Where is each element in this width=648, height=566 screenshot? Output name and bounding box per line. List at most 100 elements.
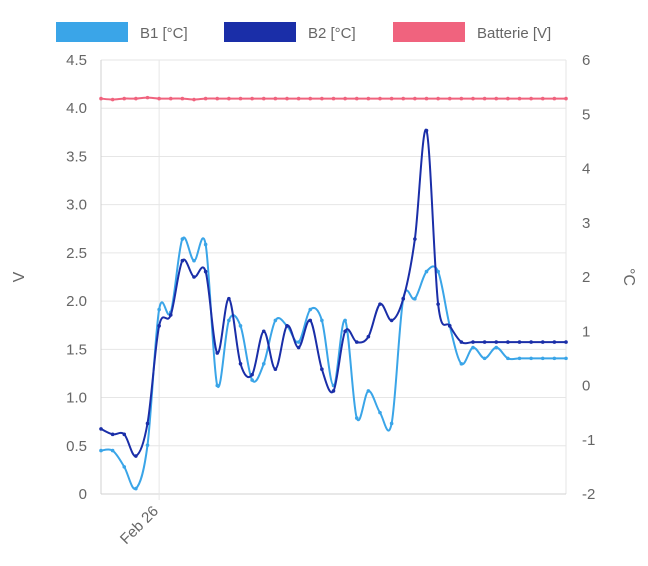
- data-point[interactable]: [413, 237, 417, 241]
- data-point[interactable]: [564, 356, 568, 361]
- data-point[interactable]: [308, 318, 313, 323]
- data-point[interactable]: [331, 389, 336, 393]
- data-point[interactable]: [285, 96, 289, 101]
- data-point[interactable]: [145, 421, 150, 426]
- data-point[interactable]: [320, 96, 324, 101]
- data-point[interactable]: [203, 269, 208, 274]
- data-point[interactable]: [378, 410, 382, 415]
- data-point[interactable]: [517, 340, 522, 344]
- data-point[interactable]: [238, 96, 243, 101]
- data-point[interactable]: [459, 96, 464, 101]
- data-point[interactable]: [331, 96, 336, 101]
- data-point[interactable]: [506, 356, 510, 361]
- legend-item[interactable]: Batterie [V]: [393, 22, 551, 42]
- data-point[interactable]: [529, 96, 533, 101]
- data-point[interactable]: [227, 296, 231, 301]
- data-point[interactable]: [517, 356, 522, 361]
- data-point[interactable]: [250, 378, 254, 382]
- legend-item[interactable]: B1 [°C]: [56, 22, 188, 42]
- data-point[interactable]: [436, 96, 440, 101]
- data-point[interactable]: [459, 340, 464, 344]
- data-point[interactable]: [354, 340, 359, 344]
- data-point[interactable]: [413, 296, 417, 301]
- data-point[interactable]: [482, 356, 487, 361]
- data-point[interactable]: [180, 96, 185, 101]
- data-point[interactable]: [110, 432, 115, 437]
- data-point[interactable]: [471, 340, 475, 344]
- data-point[interactable]: [122, 96, 127, 101]
- data-point[interactable]: [308, 96, 313, 101]
- data-point[interactable]: [134, 454, 138, 458]
- data-point[interactable]: [354, 96, 359, 101]
- data-point[interactable]: [273, 367, 278, 372]
- data-point[interactable]: [564, 340, 568, 344]
- data-point[interactable]: [447, 96, 452, 101]
- data-point[interactable]: [401, 296, 406, 301]
- data-point[interactable]: [320, 318, 324, 323]
- data-point[interactable]: [401, 96, 406, 101]
- data-point[interactable]: [227, 318, 231, 323]
- data-point[interactable]: [540, 96, 545, 101]
- data-point[interactable]: [424, 269, 429, 274]
- data-point[interactable]: [552, 356, 557, 361]
- data-point[interactable]: [343, 329, 347, 334]
- data-point[interactable]: [110, 448, 115, 453]
- data-point[interactable]: [261, 96, 266, 101]
- data-point[interactable]: [540, 340, 545, 344]
- data-point[interactable]: [494, 340, 499, 344]
- data-point[interactable]: [540, 356, 545, 361]
- data-point[interactable]: [215, 383, 220, 388]
- data-point[interactable]: [494, 96, 499, 101]
- data-point[interactable]: [180, 258, 185, 263]
- data-point[interactable]: [238, 324, 243, 328]
- data-point[interactable]: [192, 258, 196, 263]
- data-point[interactable]: [506, 340, 510, 344]
- data-point[interactable]: [215, 351, 220, 355]
- data-point[interactable]: [145, 95, 150, 100]
- data-point[interactable]: [378, 302, 382, 306]
- data-point[interactable]: [354, 416, 359, 420]
- data-point[interactable]: [134, 96, 138, 101]
- data-point[interactable]: [482, 96, 487, 101]
- data-point[interactable]: [389, 421, 394, 426]
- data-point[interactable]: [99, 427, 103, 431]
- legend-item[interactable]: B2 [°C]: [224, 22, 356, 42]
- data-point[interactable]: [157, 324, 161, 328]
- data-point[interactable]: [552, 340, 557, 344]
- data-point[interactable]: [308, 307, 313, 312]
- data-point[interactable]: [517, 96, 522, 101]
- data-point[interactable]: [296, 345, 301, 350]
- data-point[interactable]: [378, 96, 382, 101]
- legend[interactable]: B1 [°C] B2 [°C] Batterie [V]: [56, 22, 551, 42]
- data-point[interactable]: [273, 96, 278, 101]
- data-point[interactable]: [192, 275, 196, 279]
- data-point[interactable]: [296, 340, 301, 344]
- data-point[interactable]: [366, 389, 371, 393]
- data-point[interactable]: [168, 313, 173, 317]
- data-point[interactable]: [366, 334, 371, 339]
- data-point[interactable]: [261, 362, 266, 366]
- data-point[interactable]: [168, 96, 173, 101]
- data-point[interactable]: [366, 96, 371, 101]
- data-point[interactable]: [436, 269, 440, 274]
- data-point[interactable]: [471, 345, 475, 350]
- data-point[interactable]: [296, 96, 301, 101]
- data-point[interactable]: [320, 367, 324, 372]
- data-point[interactable]: [227, 96, 231, 101]
- data-point[interactable]: [529, 340, 533, 344]
- data-point[interactable]: [215, 96, 220, 101]
- data-point[interactable]: [99, 96, 103, 101]
- data-point[interactable]: [261, 329, 266, 334]
- data-point[interactable]: [250, 96, 254, 101]
- data-point[interactable]: [157, 307, 161, 312]
- data-point[interactable]: [552, 96, 557, 101]
- data-point[interactable]: [134, 486, 138, 491]
- data-point[interactable]: [157, 96, 161, 101]
- data-point[interactable]: [99, 448, 103, 453]
- data-point[interactable]: [413, 96, 417, 101]
- data-point[interactable]: [482, 340, 487, 344]
- data-point[interactable]: [145, 443, 150, 447]
- data-point[interactable]: [343, 318, 347, 323]
- data-point[interactable]: [180, 237, 185, 241]
- data-point[interactable]: [494, 345, 499, 350]
